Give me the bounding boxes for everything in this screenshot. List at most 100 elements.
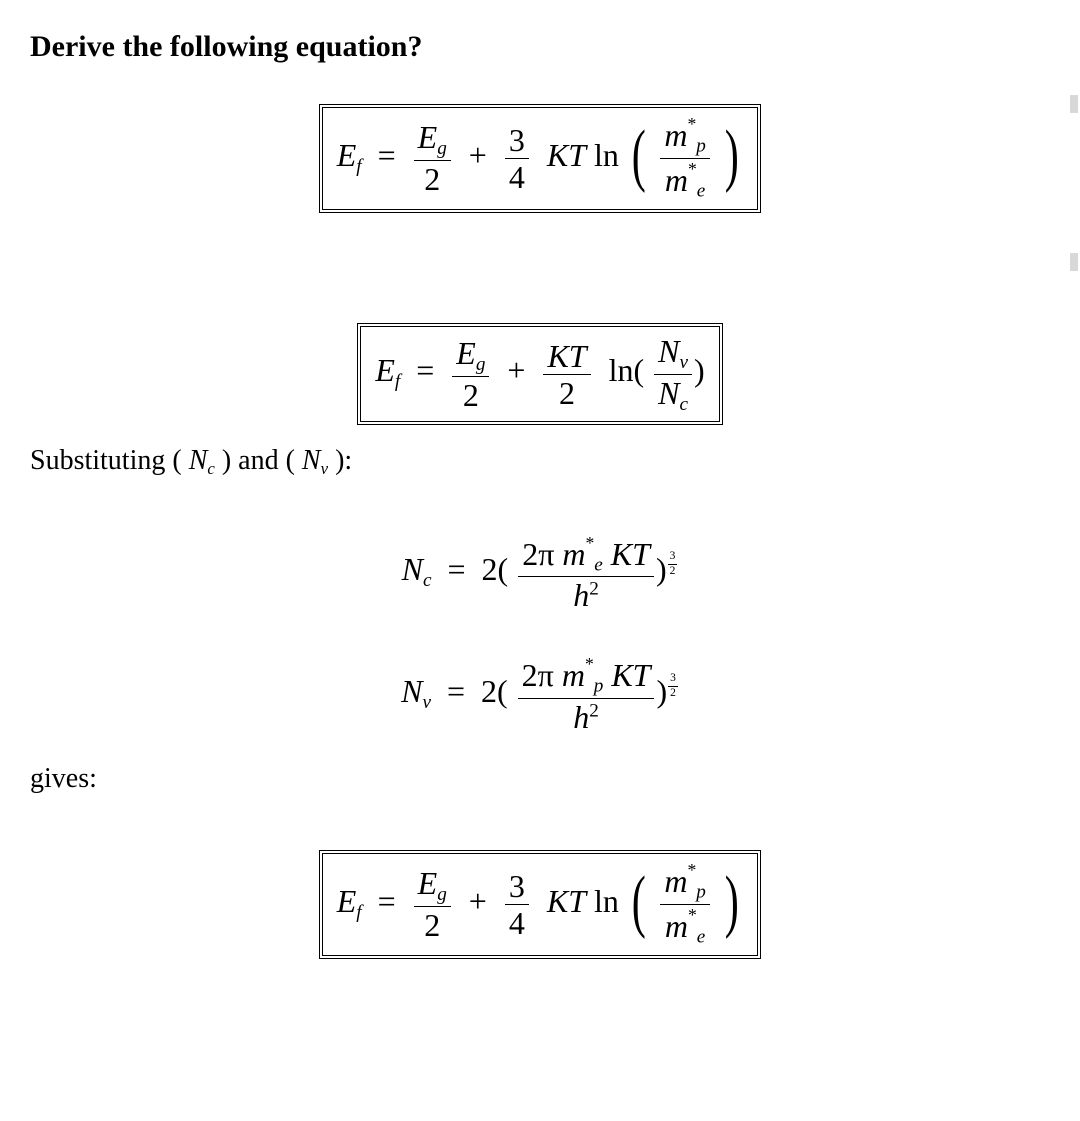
equation-nv: Nv = 2( 2π m*p KT h2 )32	[401, 673, 679, 709]
eq1-me-sub: e	[697, 180, 706, 201]
eqf-mass-ratio: m*p m*e	[660, 862, 710, 947]
equation-final-row: Ef = Eg 2 + 3 4 KT ln ( m*p m*e )	[30, 850, 1050, 959]
nv-exp-num: 3	[668, 673, 678, 687]
eq1-Eg-den: 2	[414, 161, 451, 195]
page: Derive the following equation? Ef = Eg 2…	[0, 0, 1080, 1121]
eq1-KT: KT	[547, 137, 586, 173]
subst-text-1: Substituting (	[30, 445, 189, 476]
eqf-me-sub: e	[697, 926, 706, 947]
eq1-lhs-sub: f	[356, 155, 361, 176]
eqf-mp-sub: p	[696, 882, 706, 903]
eqf-34-num: 3	[505, 870, 529, 905]
eqf-me-star: *	[688, 905, 697, 925]
gives-text: gives:	[30, 763, 1050, 795]
eq1-Eg-E: E	[418, 119, 438, 155]
nv-lhs-N: N	[401, 673, 422, 709]
eq1-frac-Eg2: Eg 2	[414, 121, 451, 195]
eqf-frac-Eg2: Eg 2	[414, 867, 451, 941]
subst-nv-sym: N	[302, 445, 321, 476]
subst-text-3: ):	[328, 445, 352, 476]
eqf-Eg-den: 2	[414, 907, 451, 941]
nc-KT: KT	[611, 535, 650, 571]
eq1-frac-34: 3 4	[505, 124, 529, 193]
eq2-Eg-sub: g	[476, 354, 486, 375]
eqf-lhs-E: E	[337, 883, 357, 919]
eq2-Nv-N: N	[658, 333, 679, 369]
nv-equals: =	[447, 673, 465, 709]
eq2-plus: +	[507, 352, 525, 388]
nc-m: m	[562, 535, 585, 571]
scroll-edge-decoration	[1070, 95, 1080, 411]
nv-KT: KT	[611, 657, 650, 693]
eq2-frac-Eg2: Eg 2	[452, 337, 489, 411]
equation-1: Ef = Eg 2 + 3 4 KT ln ( m*p m*e )	[337, 137, 744, 173]
eq2-close: )	[694, 352, 705, 388]
nv-close: )	[656, 673, 667, 709]
eqf-ln: ln	[594, 883, 619, 919]
nc-m-sub: e	[594, 554, 603, 575]
eq1-mp-star: *	[687, 114, 696, 134]
subst-nc-sym: N	[189, 445, 208, 476]
eq1-mp-m: m	[664, 117, 687, 153]
eq2-Nc-N: N	[658, 375, 679, 411]
nv-two-open: 2(	[481, 673, 508, 709]
eqf-equals: =	[378, 883, 396, 919]
eq2-lhs-E: E	[375, 352, 395, 388]
eq2-Eg-den: 2	[452, 377, 489, 411]
eqf-KT: KT	[547, 883, 586, 919]
nv-m: m	[562, 657, 585, 693]
nv-exp-den: 2	[668, 687, 678, 700]
nv-frac: 2π m*p KT h2	[518, 656, 655, 733]
nc-h-sup: 2	[589, 579, 599, 600]
nc-two-open: 2(	[482, 551, 509, 587]
page-heading: Derive the following equation?	[30, 30, 1050, 64]
eq1-plus: +	[469, 137, 487, 173]
eqf-lhs-sub: f	[356, 901, 361, 922]
substituting-text: Substituting ( Nc ) and ( Nv ):	[30, 445, 1050, 479]
eq2-Eg-E: E	[456, 335, 476, 371]
equation-1-box: Ef = Eg 2 + 3 4 KT ln ( m*p m*e )	[319, 104, 762, 213]
eq1-34-num: 3	[505, 124, 529, 159]
eq2-KT2-num: KT	[543, 340, 590, 375]
nc-h: h	[573, 577, 589, 613]
equation-final: Ef = Eg 2 + 3 4 KT ln ( m*p m*e )	[337, 883, 744, 919]
eqf-34-den: 4	[505, 905, 529, 939]
eq1-lhs-E: E	[337, 137, 357, 173]
subst-text-2: ) and (	[215, 445, 302, 476]
nv-exp: 32	[667, 675, 679, 696]
eq2-Nv-sub: v	[679, 351, 688, 372]
nv-lhs-sub: v	[422, 692, 431, 713]
eq1-mp-sub: p	[696, 136, 706, 157]
nc-exp-num: 3	[668, 551, 678, 565]
nv-m-star: *	[585, 654, 594, 674]
eq2-KT2-den: 2	[543, 375, 590, 409]
eq1-me-m: m	[665, 162, 688, 198]
nc-close: )	[656, 551, 667, 587]
nc-exp: 32	[667, 553, 679, 574]
eq2-ln: ln(	[609, 352, 645, 388]
equation-nc-row: Nc = 2( 2π m*e KT h2 )32	[30, 535, 1050, 612]
eq2-N-ratio: Nv Nc	[654, 335, 692, 414]
nv-h-sup: 2	[589, 701, 599, 722]
equation-2: Ef = Eg 2 + KT 2 ln( Nv Nc )	[375, 352, 704, 388]
eq1-34-den: 4	[505, 159, 529, 193]
eq2-frac-KT2: KT 2	[543, 340, 590, 409]
eq1-ln: ln	[594, 137, 619, 173]
nc-lhs-N: N	[402, 551, 423, 587]
eqf-frac-34: 3 4	[505, 870, 529, 939]
nv-m-sub: p	[594, 676, 604, 697]
nc-equals: =	[448, 551, 466, 587]
eqf-me-m: m	[665, 908, 688, 944]
eqf-plus: +	[469, 883, 487, 919]
equation-2-box: Ef = Eg 2 + KT 2 ln( Nv Nc )	[357, 323, 722, 426]
eq1-equals: =	[378, 137, 396, 173]
nc-exp-den: 2	[668, 565, 678, 578]
nc-lhs-sub: c	[423, 570, 432, 591]
equation-2-row: Ef = Eg 2 + KT 2 ln( Nv Nc )	[30, 323, 1050, 426]
equation-nc: Nc = 2( 2π m*e KT h2 )32	[402, 551, 679, 587]
nc-2pi: 2π	[522, 535, 554, 571]
eq1-Eg-sub: g	[437, 138, 447, 159]
eq2-equals: =	[416, 352, 434, 388]
nc-frac: 2π m*e KT h2	[518, 535, 654, 612]
eq2-lhs-sub: f	[395, 371, 400, 392]
